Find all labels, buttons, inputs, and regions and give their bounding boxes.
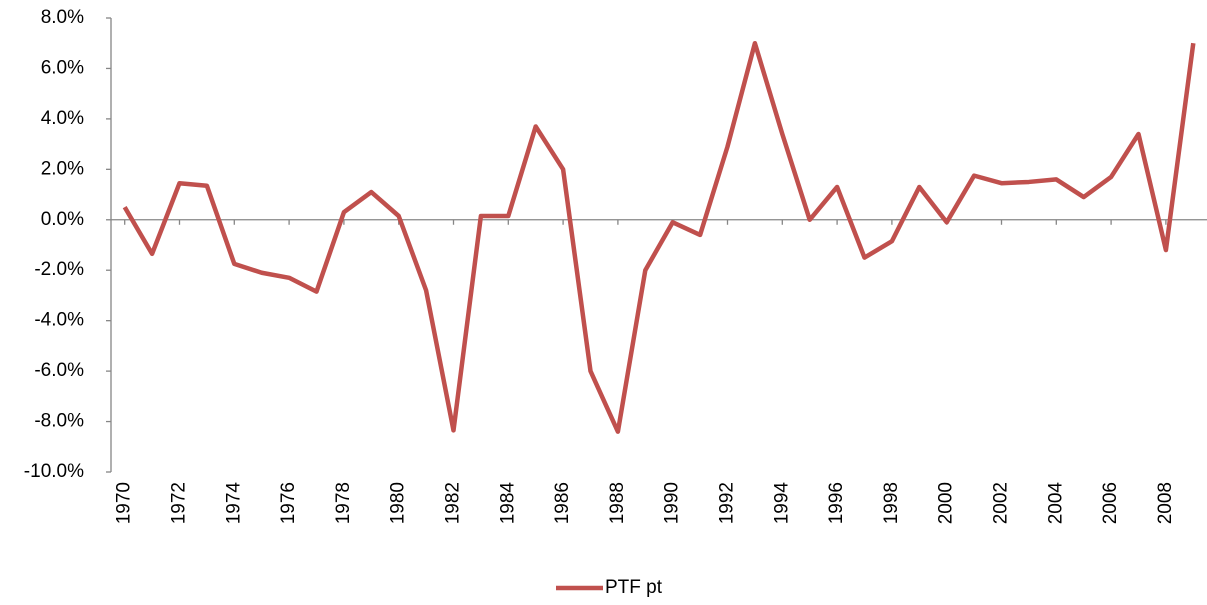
x-tick-label: 1984 [497, 482, 518, 525]
y-tick-label: 0.0% [41, 209, 84, 230]
y-tick-label: -10.0% [24, 461, 84, 482]
x-tick-label: 2000 [936, 482, 957, 524]
x-tick-label: 1980 [388, 482, 409, 524]
x-tick-label: 1974 [223, 482, 244, 525]
x-tick-label: 1988 [607, 482, 628, 524]
x-tick-label: 1972 [169, 482, 190, 524]
y-tick-label: -6.0% [34, 360, 84, 381]
x-tick-label: 2008 [1155, 482, 1176, 524]
x-tick-label: 1996 [826, 482, 847, 524]
x-tick-label: 2006 [1100, 482, 1121, 524]
x-tick-label: 1970 [114, 482, 135, 524]
y-tick-label: 6.0% [41, 57, 84, 78]
x-tick-label: 1976 [278, 482, 299, 524]
x-tick-label: 1982 [443, 482, 464, 524]
y-tick-label: -8.0% [34, 411, 84, 432]
x-tick-label: 1998 [881, 482, 902, 524]
y-tick-label: 4.0% [41, 108, 84, 129]
x-tick-label: 2004 [1045, 482, 1066, 525]
legend-label: PTF pt [605, 577, 663, 598]
x-tick-label: 1990 [662, 482, 683, 524]
y-tick-label: -2.0% [34, 259, 84, 280]
y-tick-label: 8.0% [41, 7, 84, 28]
x-tick-label: 1992 [717, 482, 738, 524]
y-tick-label: -4.0% [34, 310, 84, 331]
y-tick-label: 2.0% [41, 158, 84, 179]
data-line [122, 40, 1196, 434]
x-tick-label: 1978 [333, 482, 354, 524]
x-tick-label: 1986 [552, 482, 573, 524]
x-tick-label: 2002 [991, 482, 1012, 524]
x-tick-label: 1994 [771, 482, 792, 525]
